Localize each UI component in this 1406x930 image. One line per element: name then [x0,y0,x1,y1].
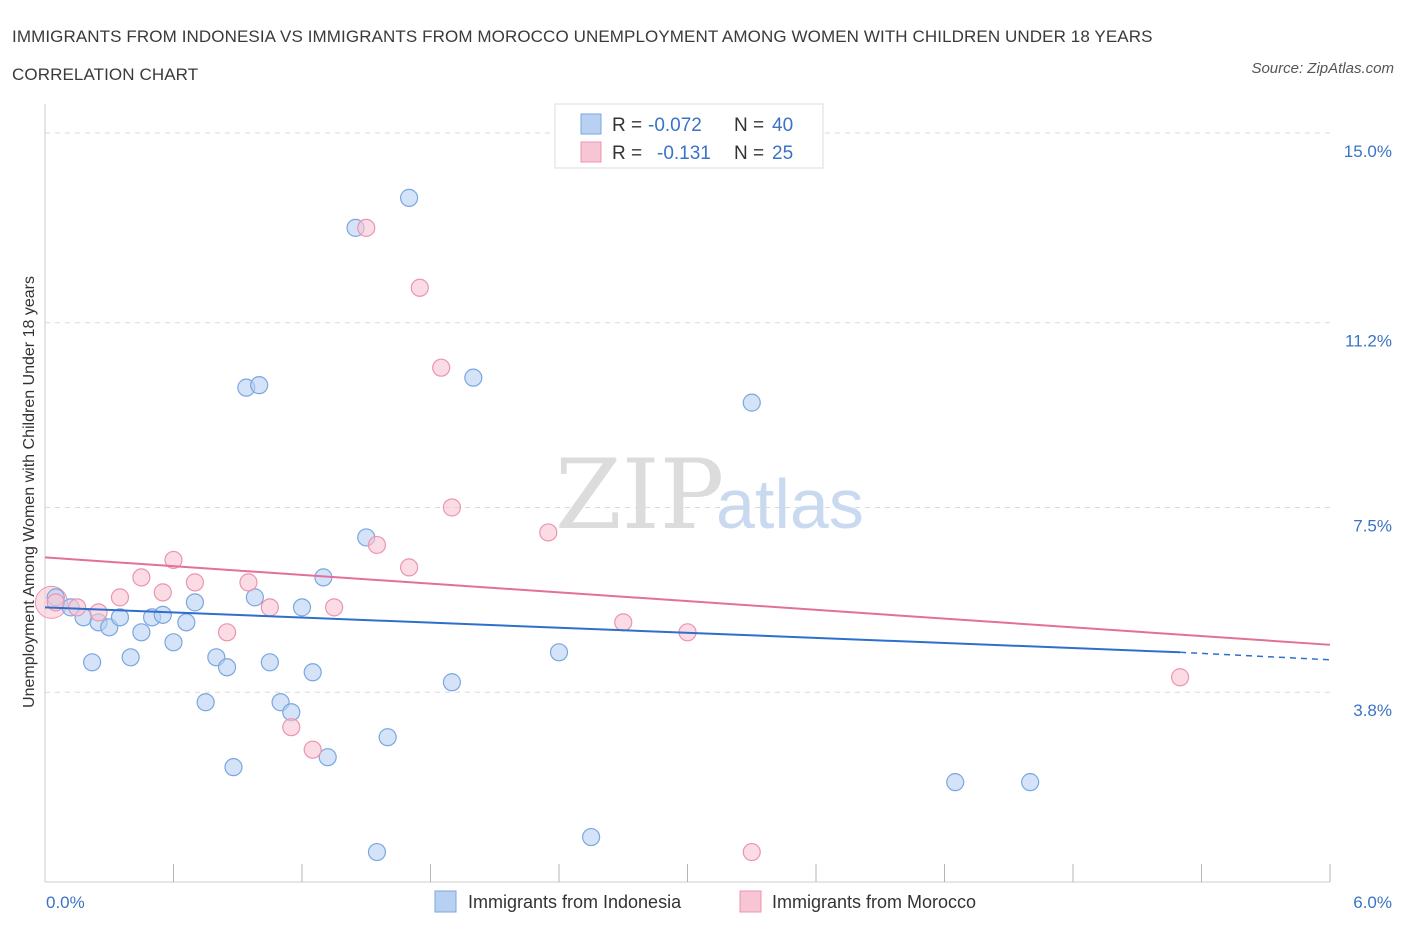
indonesia-point [303,663,322,682]
indonesia-point [121,648,140,667]
indonesia-point [245,588,264,607]
indonesia-point [217,658,237,677]
bottom-legend-swatch-morocco [739,890,762,913]
morocco-point [282,718,301,737]
indonesia-point [378,728,397,747]
morocco-point [68,598,87,617]
morocco-point [132,568,151,587]
indonesia-trend-line [44,606,1181,654]
legend-r-value-2: -0.131 [657,143,711,164]
morocco-point [153,583,172,602]
watermark-atlas: atlas [716,465,864,543]
indonesia-point [110,608,130,627]
morocco-point [410,278,429,297]
indonesia-trend-extension [1180,651,1331,661]
y-tick-label: 15.0% [1344,142,1392,161]
watermark-zip: ZIP [555,439,724,551]
bottom-legend: Immigrants from Indonesia Immigrants fro… [434,890,976,913]
morocco-point [239,573,258,592]
morocco-point [303,740,322,759]
legend-n-label-2: N = [734,143,764,164]
indonesia-point [153,605,172,624]
y-axis-label: Unemployment Among Women with Children U… [21,276,38,708]
morocco-point [1170,668,1190,687]
trend-lines [44,556,1331,661]
indonesia-point [292,598,312,617]
indonesia-point [464,368,483,387]
indonesia-point [1021,773,1040,792]
morocco-point [164,550,183,570]
indonesia-point [549,643,569,662]
legend: R = -0.072 N = 40 R = -0.131 N = 25 [554,103,824,169]
axes [44,104,1331,883]
morocco-point [742,842,761,862]
indonesia-point [442,673,462,692]
legend-r-label-2: R = [612,143,642,164]
legend-n-value-2: 25 [772,143,793,164]
y-tick-label: 3.8% [1353,701,1392,720]
indonesia-point [224,758,243,777]
indonesia-point [177,613,196,632]
morocco-point [432,358,451,377]
morocco-point [442,498,462,517]
morocco-point [260,598,279,617]
morocco-point [539,523,558,542]
indonesia-point [742,393,761,412]
morocco-point [357,218,376,237]
source-label: Source: ZipAtlas.com [1251,60,1394,77]
indonesia-point [318,748,337,767]
bottom-legend-swatch-indonesia [434,890,457,913]
tick-labels: 3.8% 7.5% 11.2% 15.0% 0.0% 6.0% [46,142,1392,912]
morocco-point [325,598,344,617]
morocco-point [367,535,387,555]
indonesia-point [83,653,102,672]
legend-swatch-indonesia [580,113,602,135]
indonesia-point [250,376,269,395]
grid-lines [45,132,1330,693]
morocco-trend-line [44,556,1331,646]
indonesia-point [946,773,965,792]
bottom-legend-morocco: Immigrants from Morocco [772,892,976,912]
morocco-point [110,588,130,607]
indonesia-point [185,593,205,612]
indonesia-point [399,188,419,207]
indonesia-point [582,827,601,847]
indonesia-point [132,623,151,642]
data-points [34,188,1190,862]
legend-swatch-morocco [580,141,602,163]
y-tick-label: 7.5% [1353,516,1392,535]
y-tick-label: 11.2% [1345,332,1392,351]
legend-n-value-1: 40 [772,115,793,136]
legend-r-label-1: R = [612,115,642,136]
bottom-legend-indonesia: Immigrants from Indonesia [468,892,682,912]
morocco-point [217,623,237,642]
watermark: ZIP atlas [555,439,864,551]
indonesia-point [164,633,183,652]
x-tick-label: 0.0% [46,893,85,912]
indonesia-point [260,653,279,672]
legend-r-value-1: -0.072 [648,115,702,136]
indonesia-point [196,693,215,712]
chart-title: IMMIGRANTS FROM INDONESIA VS IMMIGRANTS … [12,27,1153,84]
morocco-point [89,603,108,622]
x-tick-label: 6.0% [1353,893,1392,912]
morocco-point [185,573,205,592]
indonesia-point [367,842,387,862]
morocco-point [614,613,633,632]
morocco-point [399,558,419,577]
legend-n-label-1: N = [734,115,764,136]
